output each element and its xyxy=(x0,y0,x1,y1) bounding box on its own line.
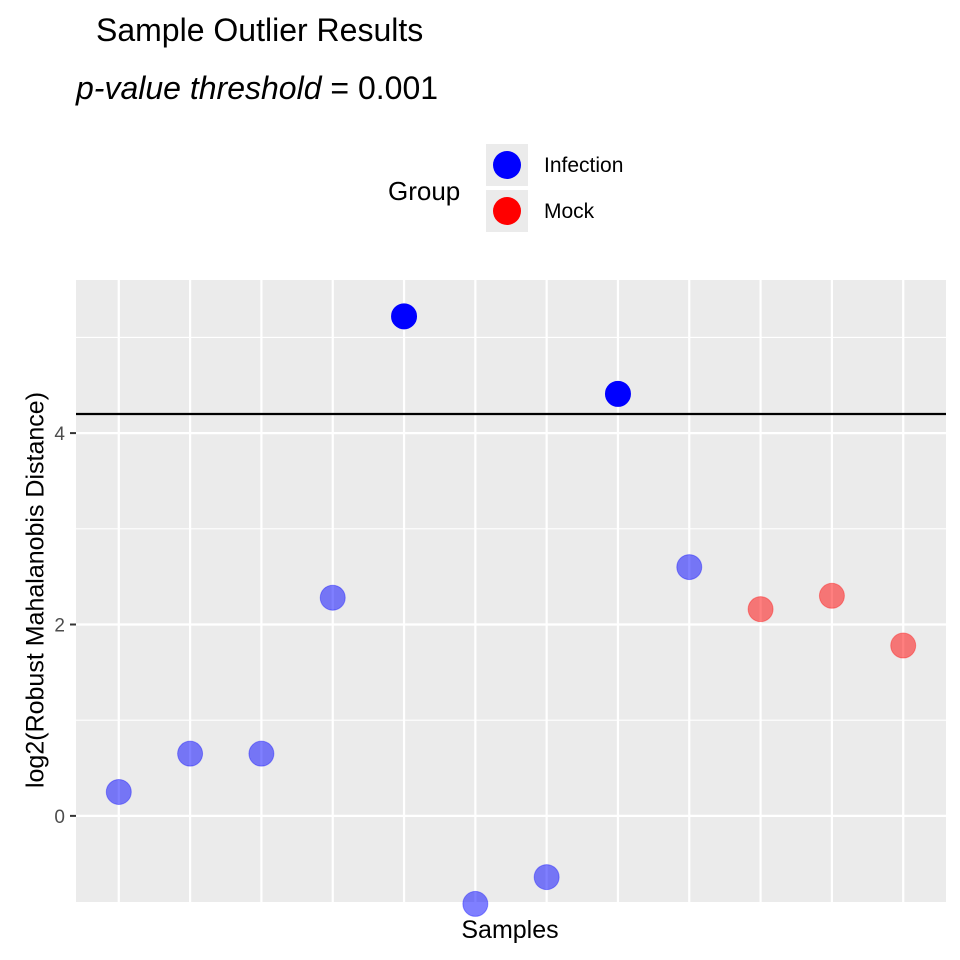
legend-label-infection: Infection xyxy=(544,154,624,177)
chart-title: Sample Outlier Results xyxy=(96,12,424,48)
data-point-infection xyxy=(177,740,204,767)
y-tick-label: 4 xyxy=(54,424,65,445)
legend: Group Infection Mock xyxy=(388,144,648,236)
data-point-mock xyxy=(747,596,774,623)
y-tick-label: 2 xyxy=(54,615,65,636)
data-point-mock xyxy=(818,582,845,609)
data-point-infection xyxy=(604,380,631,407)
legend-dot-mock xyxy=(493,197,521,225)
x-axis-label: Samples xyxy=(461,916,559,944)
data-point-infection xyxy=(676,554,703,581)
data-point-infection xyxy=(248,740,275,767)
legend-key-mock xyxy=(486,190,528,232)
data-point-infection xyxy=(533,864,560,891)
legend-key-infection xyxy=(486,144,528,186)
y-tick-label: 0 xyxy=(54,807,65,828)
y-axis-label: log2(Robust Mahalanobis Distance) xyxy=(21,391,50,789)
plot-panel xyxy=(76,280,946,902)
data-point-infection xyxy=(319,584,346,611)
legend-dot-infection xyxy=(493,151,521,179)
legend-title: Group xyxy=(388,176,461,206)
chart-subtitle: p-value threshold = 0.001 xyxy=(76,70,438,107)
data-point-infection xyxy=(391,303,418,330)
data-point-infection xyxy=(462,890,489,917)
subtitle-rest: = 0.001 xyxy=(321,70,439,106)
subtitle-italic: p-value threshold xyxy=(76,70,322,106)
data-point-infection xyxy=(105,778,132,805)
legend-label-mock: Mock xyxy=(544,200,595,223)
data-point-mock xyxy=(890,632,917,659)
